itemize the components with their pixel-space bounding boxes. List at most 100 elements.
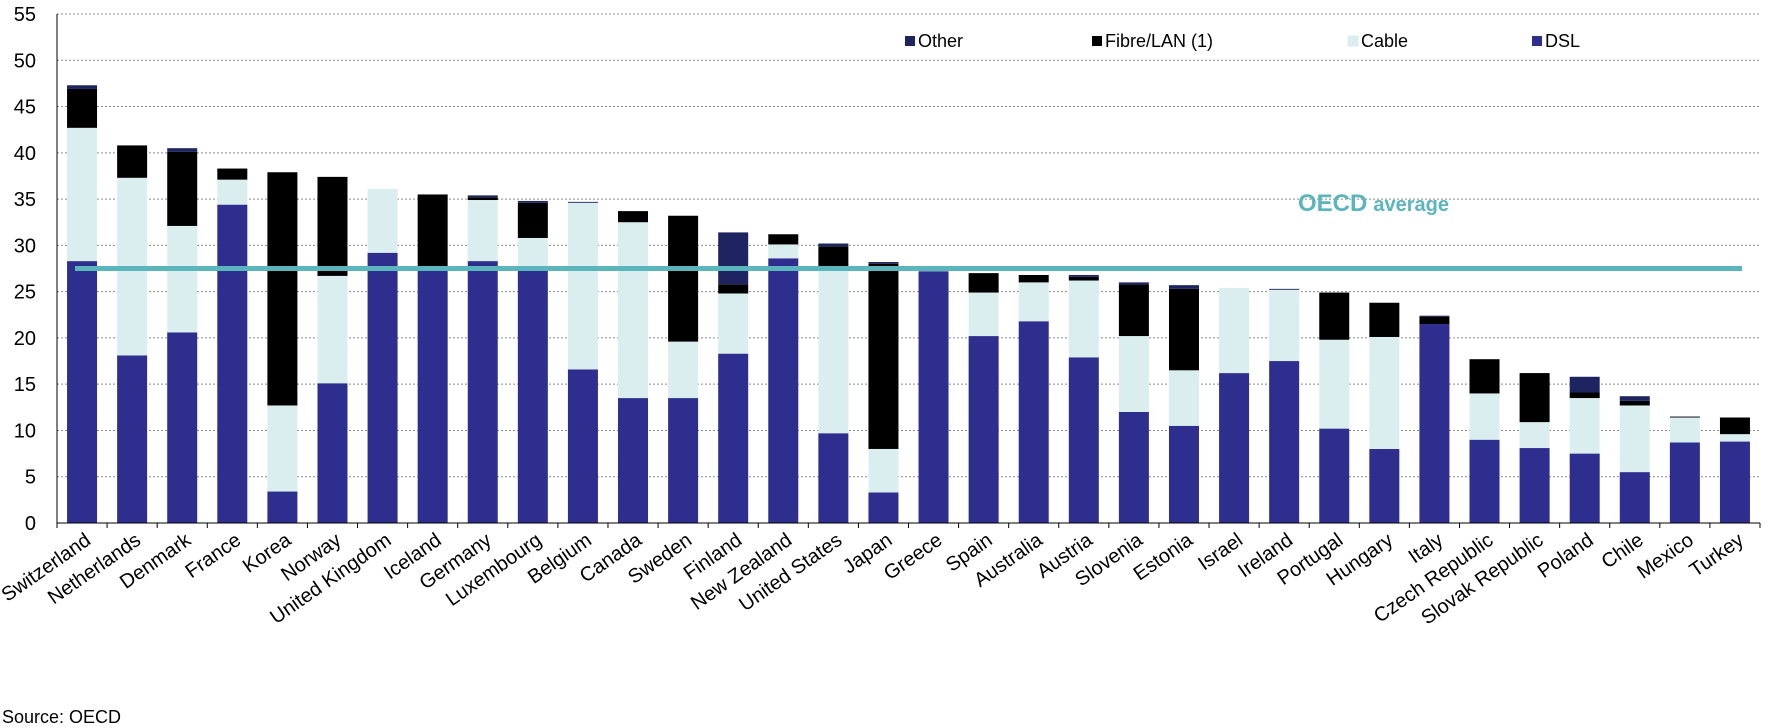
bar-dsl bbox=[768, 258, 799, 523]
bar-dsl bbox=[1469, 439, 1500, 523]
bar-cable bbox=[1018, 282, 1049, 322]
bar-dsl bbox=[1369, 448, 1400, 523]
legend: Other Fibre/LAN (1) Cable DSL bbox=[905, 31, 1580, 51]
grid-lines bbox=[57, 13, 1760, 478]
bar-fibre-lan-1- bbox=[417, 194, 448, 267]
bar-dsl bbox=[167, 332, 198, 523]
bar-cable bbox=[668, 341, 699, 399]
y-tick-label: 20 bbox=[14, 328, 36, 350]
bar-other bbox=[1068, 274, 1099, 277]
bar-dsl bbox=[67, 261, 98, 523]
x-tick-label: Mexico bbox=[1633, 529, 1698, 583]
bar-cable bbox=[567, 202, 598, 370]
bar-dsl bbox=[1068, 357, 1099, 523]
bar-cable bbox=[768, 244, 799, 259]
bar-fibre-lan-1- bbox=[1118, 284, 1149, 337]
bar-fibre-lan-1- bbox=[267, 172, 298, 406]
bar-other bbox=[1569, 376, 1600, 393]
y-tick-label: 15 bbox=[14, 374, 36, 396]
bar-fibre-lan-1- bbox=[668, 215, 699, 342]
legend-label: DSL bbox=[1545, 31, 1580, 51]
bar-dsl bbox=[1168, 425, 1199, 523]
legend-label: Cable bbox=[1361, 31, 1408, 51]
y-tick-label: 50 bbox=[14, 50, 36, 72]
bar-dsl bbox=[267, 491, 298, 523]
bar-cable bbox=[467, 200, 498, 262]
bar-fibre-lan-1- bbox=[768, 234, 799, 245]
bar-fibre-lan-1- bbox=[117, 145, 148, 178]
bar-fibre-lan-1- bbox=[67, 88, 98, 128]
bar-cable bbox=[1519, 422, 1550, 449]
bar-cable bbox=[1168, 370, 1199, 426]
bar-dsl bbox=[217, 204, 248, 524]
bar-dsl bbox=[618, 398, 649, 523]
bar-cable bbox=[1319, 339, 1350, 429]
bar-dsl bbox=[1719, 441, 1750, 523]
bar-other bbox=[818, 243, 849, 247]
bar-fibre-lan-1- bbox=[818, 246, 849, 270]
bar-cable bbox=[1269, 289, 1300, 362]
bar-fibre-lan-1- bbox=[517, 202, 548, 238]
oecd-average: OECD average bbox=[75, 190, 1742, 271]
bar-cable bbox=[67, 127, 98, 262]
oecd-average-label-main: OECD bbox=[1298, 190, 1367, 217]
bar-cable bbox=[818, 269, 849, 434]
bar-cable bbox=[267, 405, 298, 492]
y-tick-label: 40 bbox=[14, 143, 36, 165]
bar-dsl bbox=[317, 383, 348, 523]
bar-other bbox=[1619, 396, 1650, 401]
bar-dsl bbox=[1018, 321, 1049, 523]
bar-dsl bbox=[517, 270, 548, 523]
bar-cable bbox=[618, 222, 649, 399]
legend-swatch bbox=[905, 36, 915, 46]
bar-fibre-lan-1- bbox=[1068, 276, 1099, 281]
bar-other bbox=[1269, 288, 1300, 290]
bar-fibre-lan-1- bbox=[317, 176, 348, 276]
y-tick-label: 10 bbox=[14, 420, 36, 442]
bar-fibre-lan-1- bbox=[1018, 274, 1049, 283]
bar-dsl bbox=[1669, 442, 1700, 523]
y-tick-label: 25 bbox=[14, 282, 36, 304]
bar-fibre-lan-1- bbox=[467, 197, 498, 201]
bar-dsl bbox=[467, 261, 498, 523]
bar-dsl bbox=[968, 336, 999, 523]
bar-dsl bbox=[417, 266, 448, 523]
bar-other bbox=[517, 200, 548, 203]
bar-cable bbox=[217, 179, 248, 205]
bar-other bbox=[1168, 285, 1199, 289]
bar-other bbox=[1419, 315, 1450, 317]
bar-fibre-lan-1- bbox=[167, 151, 198, 226]
legend-label: Other bbox=[918, 31, 963, 51]
bar-other bbox=[467, 195, 498, 198]
y-tick-label: 30 bbox=[14, 235, 36, 257]
bar-dsl bbox=[367, 252, 398, 523]
bar-dsl bbox=[868, 492, 899, 523]
bar-cable bbox=[1569, 398, 1600, 454]
bar-fibre-lan-1- bbox=[1719, 417, 1750, 435]
source-note: Source: OECD bbox=[2, 707, 122, 727]
x-tick-label: France bbox=[182, 529, 246, 583]
bar-dsl bbox=[1269, 361, 1300, 523]
bar-dsl bbox=[117, 355, 148, 523]
bar-fibre-lan-1- bbox=[1669, 416, 1700, 418]
legend-swatch bbox=[1532, 36, 1542, 46]
bar-cable bbox=[1469, 393, 1500, 440]
bar-fibre-lan-1- bbox=[618, 211, 649, 223]
legend-label: Fibre/LAN (1) bbox=[1105, 31, 1213, 51]
y-tick-label: 45 bbox=[14, 97, 36, 119]
bar-dsl bbox=[668, 398, 699, 523]
oecd-average-label: OECD average bbox=[1298, 190, 1449, 217]
bar-fibre-lan-1- bbox=[1569, 392, 1600, 399]
bar-dsl bbox=[1569, 453, 1600, 523]
bar-dsl bbox=[1519, 448, 1550, 523]
legend-swatch bbox=[1092, 36, 1102, 46]
bar-other bbox=[868, 262, 899, 264]
bar-cable bbox=[517, 237, 548, 271]
y-tick-label: 55 bbox=[14, 4, 36, 26]
bar-fibre-lan-1- bbox=[718, 284, 749, 294]
bar-dsl bbox=[1619, 472, 1650, 523]
bar-fibre-lan-1- bbox=[217, 168, 248, 180]
bar-dsl bbox=[918, 271, 949, 523]
bar-dsl bbox=[1219, 373, 1250, 523]
x-tick-label: Estonia bbox=[1130, 529, 1198, 586]
